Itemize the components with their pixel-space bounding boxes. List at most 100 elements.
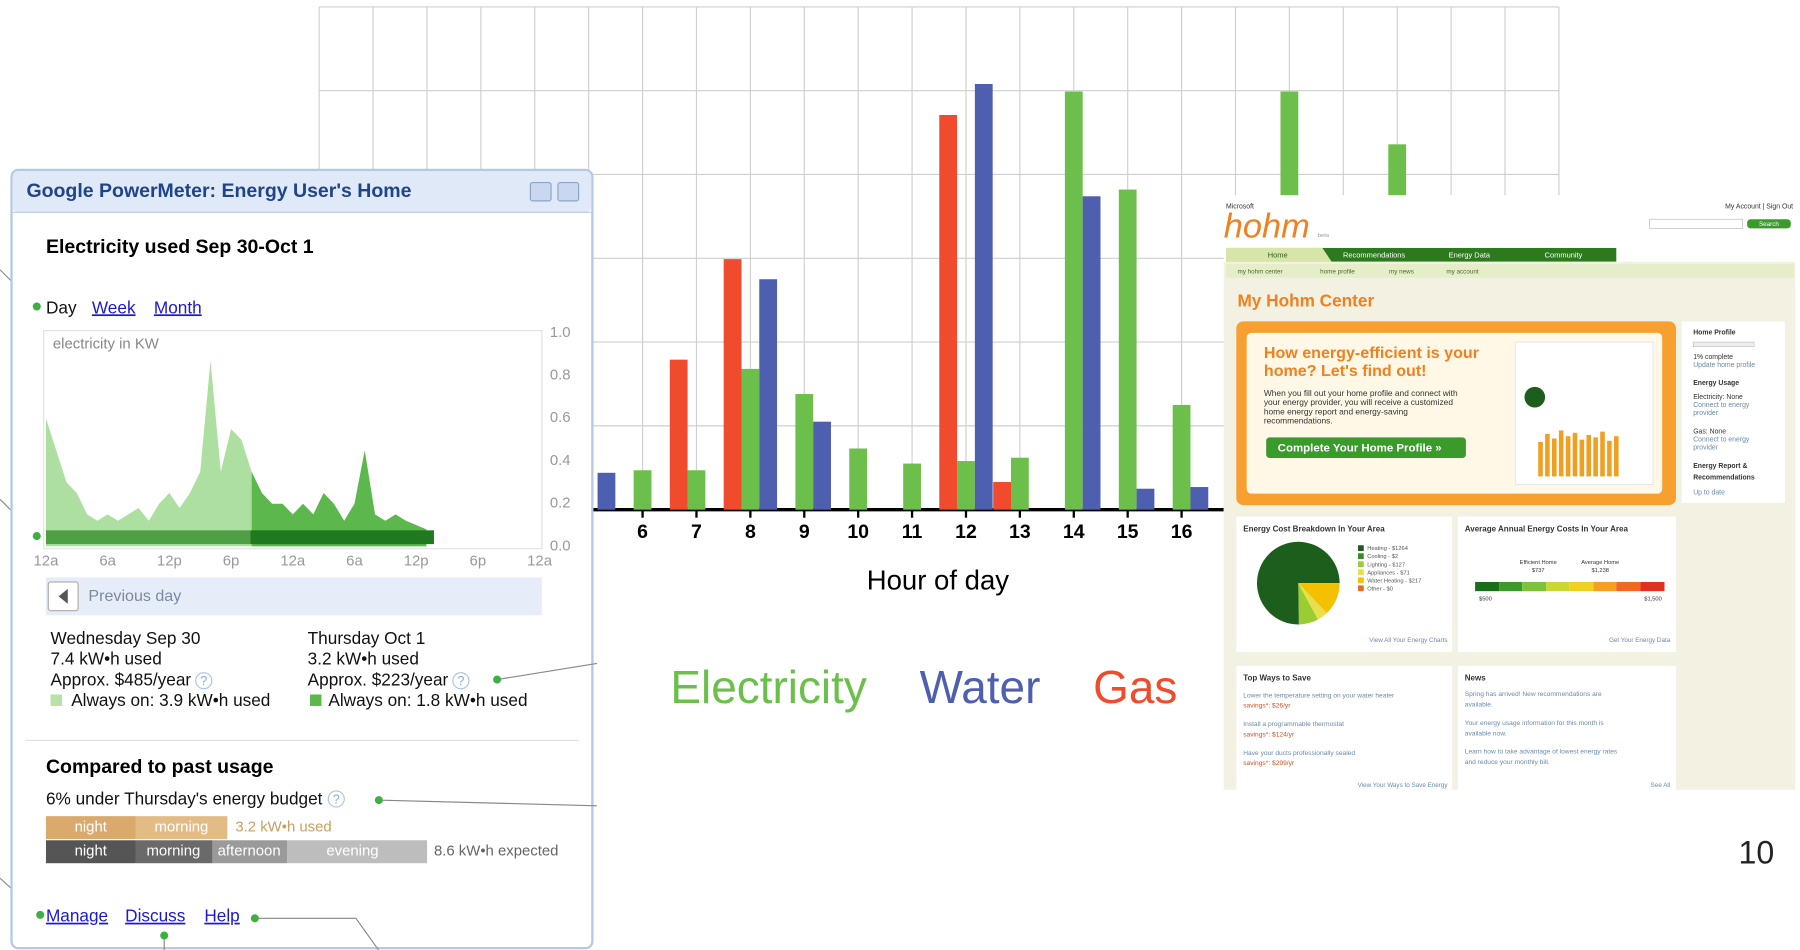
day-cost: Approx. $223/year	[308, 669, 449, 689]
x-tick-label: 6p	[223, 552, 240, 569]
day-cost: Approx. $485/year	[51, 669, 192, 689]
day-used: 3.2 kW•h used	[308, 649, 419, 669]
x-axis-label: Hour of day	[867, 564, 1010, 595]
x-tick-label: 6a	[99, 552, 116, 569]
segment-label: afternoon	[218, 843, 281, 860]
nav-tab[interactable]: Recommendations	[1343, 250, 1405, 259]
search-box[interactable]	[1650, 219, 1743, 228]
sidebar-item: Energy Report &	[1693, 463, 1747, 470]
sidebar-item[interactable]: Up to date	[1693, 489, 1725, 496]
slide: 678910111213141516Hour of dayElectricity…	[0, 0, 1800, 950]
subnav-link[interactable]: my hohm center	[1237, 269, 1282, 276]
scale-label: Efficient Home	[1520, 560, 1557, 566]
subnav-link[interactable]: my news	[1389, 269, 1414, 276]
tip-line: savings*: $124/yr	[1243, 731, 1295, 738]
card	[1458, 666, 1676, 790]
news-line: available now.	[1465, 730, 1507, 737]
bar	[957, 461, 975, 510]
used-label: 3.2 kW•h used	[235, 819, 331, 836]
connector-dot	[36, 911, 44, 919]
tip-line: Have your ducts professionally sealed	[1243, 750, 1355, 757]
subnav-link[interactable]: home profile	[1320, 269, 1355, 276]
period-tab: Day	[46, 297, 77, 317]
heading: Electricity used Sep 30-Oct 1	[46, 236, 314, 258]
news-line: available.	[1465, 702, 1493, 709]
card-link[interactable]: Get Your Energy Data	[1609, 637, 1671, 644]
scale-label: Average Home	[1581, 560, 1619, 566]
legend-entry: Cooling - $2	[1367, 554, 1398, 560]
legend-entry: Water	[920, 661, 1041, 713]
sidebar-item: Electricity: None	[1693, 394, 1743, 401]
segment-label: morning	[154, 819, 208, 836]
footer-link[interactable]: Discuss	[125, 906, 185, 926]
connector-dot	[33, 532, 41, 540]
nav-tab[interactable]: Home	[1268, 250, 1288, 259]
legend-swatch	[310, 694, 321, 705]
news-line: Spring has arrived! New recommendations …	[1465, 691, 1602, 698]
x-tick-label: 15	[1117, 521, 1139, 543]
banner-title: home? Let's find out!	[1264, 362, 1427, 380]
sidebar-item[interactable]: Connect to energy	[1693, 402, 1750, 409]
period-tab[interactable]: Week	[92, 297, 136, 317]
x-tick-label: 14	[1063, 521, 1085, 543]
connector-dot	[375, 796, 383, 804]
nav-tab[interactable]: Community	[1545, 250, 1583, 259]
card-link[interactable]: View All Your Energy Charts	[1369, 637, 1447, 644]
x-tick-label: 8	[745, 521, 756, 543]
sidebar-item[interactable]: provider	[1693, 410, 1719, 417]
legend-swatch	[1358, 569, 1364, 575]
sidebar-item: Gas: None	[1693, 428, 1726, 435]
card-link[interactable]: See All	[1651, 782, 1671, 789]
account-links[interactable]: My Account | Sign Out	[1725, 203, 1793, 210]
card-link[interactable]: View Your Ways to Save Energy	[1358, 782, 1449, 789]
legend-entry: Appliances - $71	[1367, 570, 1410, 576]
tip-line: savings*: $299/yr	[1243, 760, 1295, 767]
nav-tab[interactable]: Energy Data	[1449, 250, 1491, 259]
scale-label: $1,500	[1644, 597, 1662, 603]
y-tick-label: 0.4	[550, 452, 571, 469]
bar	[634, 470, 652, 509]
connector-dot	[251, 914, 259, 922]
day-name: Wednesday Sep 30	[51, 628, 201, 648]
x-tick-label: 12a	[280, 552, 306, 569]
legend-entry: Lighting - $127	[1367, 562, 1405, 568]
segment-label: night	[75, 843, 108, 860]
maximize-button[interactable]	[558, 183, 579, 201]
tip-line: Lower the temperature setting on your wa…	[1243, 692, 1395, 699]
button-label[interactable]: Complete Your Home Profile »	[1278, 442, 1442, 454]
sidebar-item[interactable]: provider	[1693, 444, 1719, 451]
y-tick-label: 1.0	[550, 324, 571, 341]
sidebar-item[interactable]: Update home profile	[1693, 362, 1755, 369]
legend-swatch	[1358, 553, 1364, 559]
connector-dot	[160, 932, 168, 940]
bar	[724, 259, 742, 510]
subnav-bar	[1226, 264, 1794, 278]
bar	[795, 394, 813, 510]
card-title: Energy Cost Breakdown In Your Area	[1243, 524, 1385, 533]
segment-label: evening	[326, 843, 378, 860]
subnav-link[interactable]: my account	[1446, 269, 1478, 276]
minimize-button[interactable]	[530, 183, 551, 201]
day-used: 7.4 kW•h used	[51, 649, 162, 669]
footer-link[interactable]: Manage	[46, 906, 108, 926]
bar	[1137, 489, 1155, 510]
always-on-band	[250, 530, 434, 544]
bar	[1065, 92, 1083, 510]
sidebar-item[interactable]: Connect to energy	[1693, 436, 1750, 443]
connector-dot	[493, 676, 501, 684]
x-tick-label: 12a	[527, 552, 553, 569]
bar	[975, 84, 993, 510]
page-number: 10	[1738, 835, 1774, 871]
period-tab[interactable]: Month	[154, 297, 202, 317]
search-label[interactable]: Search	[1759, 221, 1779, 228]
connector-dot	[33, 302, 41, 310]
x-tick-label: 6p	[470, 552, 487, 569]
news-line: and reduce your monthly bill.	[1465, 759, 1550, 766]
legend-swatch	[1358, 545, 1364, 551]
x-tick-label: 6	[637, 521, 648, 543]
panel-title: Google PowerMeter: Energy User's Home	[26, 180, 411, 202]
always-on: Always on: 3.9 kW•h used	[71, 690, 270, 710]
footer-link[interactable]: Help	[204, 906, 239, 926]
previous-day[interactable]: Previous day	[88, 587, 181, 605]
legend-swatch	[51, 694, 62, 705]
